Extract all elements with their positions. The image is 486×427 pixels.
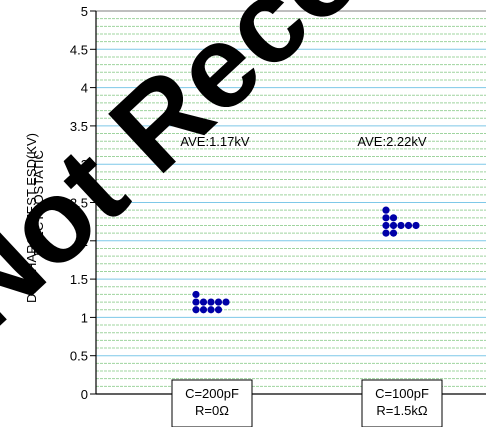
y-tick-label: 4.5 — [70, 42, 88, 57]
data-points — [192, 206, 420, 314]
data-point — [192, 298, 200, 306]
data-point — [199, 306, 208, 314]
data-point — [214, 306, 223, 314]
annotation-average: AVE:2.22kV — [357, 134, 426, 149]
y-tick-label: 0.5 — [70, 349, 88, 364]
y-tick-label: 1.5 — [70, 272, 88, 287]
data-point — [382, 214, 390, 222]
y-tick-label: 3 — [81, 157, 88, 172]
y-axis-label-line-1: ELECTROSTATIC — [31, 150, 46, 256]
data-point — [192, 306, 200, 314]
data-point — [214, 298, 223, 306]
data-point — [382, 206, 390, 214]
y-tick-label: 5 — [81, 4, 88, 19]
y-tick-label: 4 — [81, 81, 88, 96]
y-tick-label: 0 — [81, 387, 88, 402]
annotation-average: AVE:1.17kV — [180, 134, 249, 149]
data-point — [207, 306, 215, 314]
data-point — [389, 229, 398, 237]
data-point — [397, 221, 405, 230]
category-label-box — [171, 379, 253, 427]
data-point — [199, 298, 208, 306]
y-axis-label: ELECTROSTATIC DISCHARGE TEST ESD(KV) — [24, 133, 46, 303]
data-point — [222, 298, 230, 306]
grid-lines — [96, 18, 486, 387]
data-point — [412, 221, 420, 230]
category-label-line: C=100pF — [375, 386, 429, 401]
data-point — [382, 229, 390, 237]
data-point — [207, 298, 215, 306]
data-point — [389, 221, 398, 230]
y-tick-label: 2 — [81, 234, 88, 249]
data-point — [404, 221, 413, 230]
y-axis-label-line-2: DISCHARGE TEST ESD(KV) — [24, 133, 39, 303]
annotations: AVE:1.17kV AVE:2.22kV — [180, 134, 426, 149]
y-tick-label: 1 — [81, 310, 88, 325]
y-tick-labels: 0 0.5 1 1.5 2 2.5 3 3.5 4 4.5 5 — [70, 4, 88, 402]
category-label-line: R=1.5kΩ — [376, 403, 428, 418]
data-point — [389, 214, 398, 222]
category-label-box — [361, 379, 443, 427]
category-label-line: C=200pF — [185, 386, 239, 401]
category-labels: C=200pF R=0Ω C=100pF R=1.5kΩ — [171, 379, 443, 427]
data-point — [192, 290, 200, 299]
y-tick-label: 3.5 — [70, 119, 88, 134]
category-label-line: R=0Ω — [195, 403, 229, 418]
data-point — [382, 221, 390, 230]
y-tick-label: 2.5 — [70, 196, 88, 211]
